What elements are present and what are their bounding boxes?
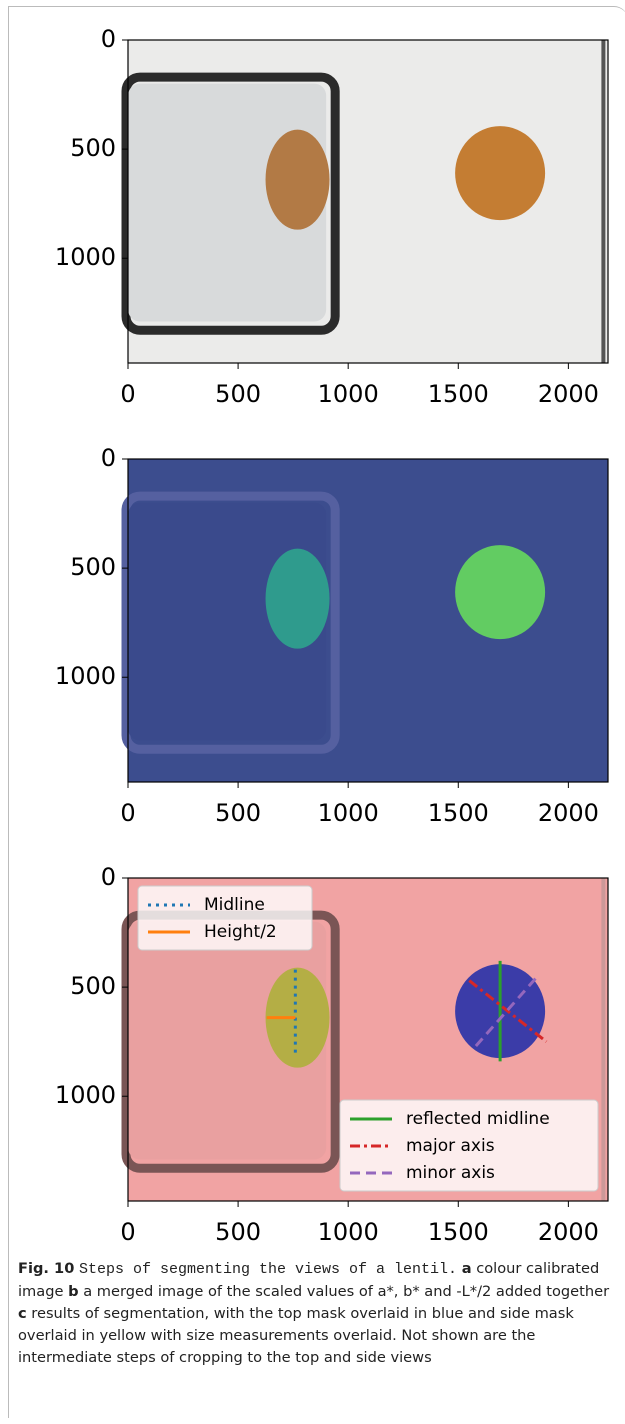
part-letter: a xyxy=(462,1260,472,1277)
x-tick-label: 0 xyxy=(120,1218,135,1246)
legend-label: major axis xyxy=(406,1136,495,1156)
x-tick-label: 1000 xyxy=(318,1218,379,1246)
y-tick-label: 500 xyxy=(70,553,116,581)
y-tick-label: 500 xyxy=(70,134,116,162)
caption-label: Fig. 10 xyxy=(18,1260,74,1277)
caption-title: Steps of segmenting the views of a lenti… xyxy=(79,1261,457,1278)
y-tick-label: 0 xyxy=(101,444,116,472)
x-tick-label: 2000 xyxy=(538,1218,599,1246)
x-tick-label: 2000 xyxy=(538,380,599,408)
y-tick-label: 1000 xyxy=(55,662,116,690)
legend: reflected midline major axis minor axis xyxy=(340,1100,598,1191)
legend-label: Height/2 xyxy=(204,922,277,942)
y-tick-label: 500 xyxy=(70,972,116,1000)
page: 0 500 1000 1500 2000 0 500 1000 0 500 1000 1500 2000… xyxy=(0,0,625,1424)
x-tick-label: 2000 xyxy=(538,799,599,827)
part-text: a merged image of the scaled values of a… xyxy=(83,1283,609,1300)
lentil-side xyxy=(266,130,330,230)
legend-label: reflected midline xyxy=(406,1109,550,1129)
image-edge xyxy=(601,459,605,782)
x-tick-label: 500 xyxy=(215,1218,261,1246)
x-tick-label: 0 xyxy=(120,799,135,827)
x-tick-label: 1500 xyxy=(428,1218,489,1246)
part-letter: b xyxy=(68,1283,78,1300)
x-tick-label: 1500 xyxy=(428,380,489,408)
y-tick-label: 0 xyxy=(101,25,116,53)
lentil-top xyxy=(455,126,545,220)
image-edge xyxy=(601,878,605,1201)
y-tick-label: 0 xyxy=(101,863,116,891)
part-letter: c xyxy=(18,1305,27,1322)
x-tick-label: 500 xyxy=(215,799,261,827)
legend: Midline Height/2 xyxy=(138,886,312,950)
caption: Fig. 10 Steps of segmenting the views of… xyxy=(18,1258,616,1369)
legend-label: Midline xyxy=(204,895,265,915)
part-text: results of segmentation, with the top ma… xyxy=(18,1305,574,1366)
x-tick-label: 500 xyxy=(215,380,261,408)
image-edge xyxy=(601,40,605,363)
y-tick-label: 1000 xyxy=(55,1081,116,1109)
x-tick-label: 1000 xyxy=(318,380,379,408)
legend-label: minor axis xyxy=(406,1163,495,1183)
x-tick-label: 0 xyxy=(120,380,135,408)
figure: 0 500 1000 1500 2000 0 500 1000 0 500 1000 1500 2000… xyxy=(0,0,625,1260)
lentil-top xyxy=(455,545,545,639)
x-tick-label: 1500 xyxy=(428,799,489,827)
y-tick-label: 1000 xyxy=(55,243,116,271)
lentil-side xyxy=(266,549,330,649)
x-tick-label: 1000 xyxy=(318,799,379,827)
